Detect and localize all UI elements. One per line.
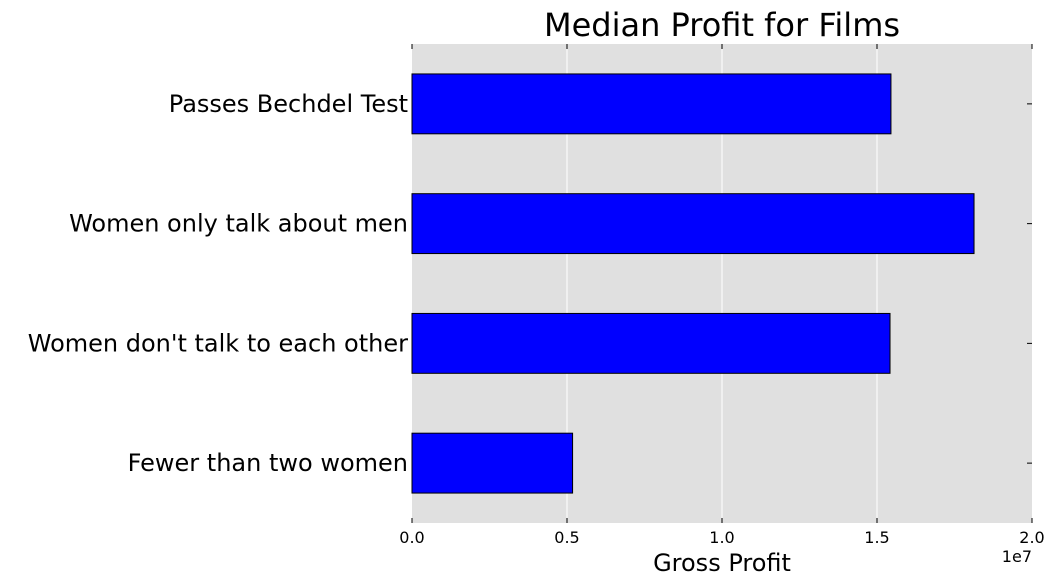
- x-tick-label: 1.5: [864, 528, 889, 547]
- bar: [411, 193, 975, 255]
- x-tick-label: 2.0: [1019, 528, 1044, 547]
- x-axis-label: Gross Profit: [653, 549, 791, 577]
- y-tick-label: Fewer than two women: [128, 449, 408, 477]
- y-tick-label: Women only talk about men: [69, 210, 408, 238]
- x-tick-label: 1.0: [709, 528, 734, 547]
- bar: [411, 312, 891, 374]
- chart-title: Median Profit for Films: [544, 6, 900, 44]
- bar: [411, 73, 892, 135]
- bars: [411, 73, 975, 494]
- axis-ticks: [411, 44, 1033, 523]
- x-tick-label: 0.5: [554, 528, 579, 547]
- tick-labels: 0.0 0.5 1.0 1.5 2.0 Passes Bechdel Test Women …: [28, 90, 1045, 547]
- y-tick-label: Women don't talk to each other: [28, 329, 408, 357]
- x-offset-label: 1e7: [1002, 547, 1032, 566]
- y-tick-label: Passes Bechdel Test: [169, 90, 408, 118]
- bar: [411, 432, 574, 494]
- x-tick-label: 0.0: [399, 528, 424, 547]
